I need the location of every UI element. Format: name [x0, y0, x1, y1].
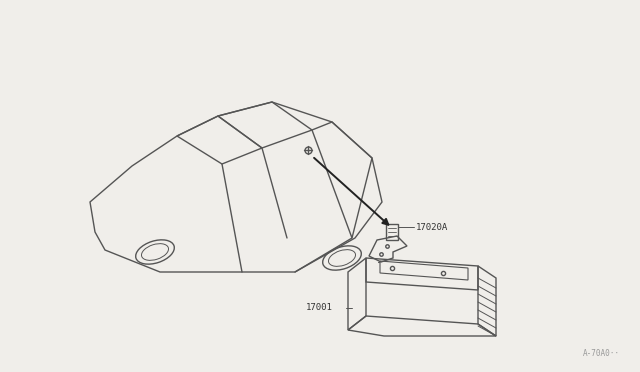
Text: 17020A: 17020A	[416, 222, 448, 231]
Text: A-70A0··: A-70A0··	[583, 349, 620, 358]
Text: 17001: 17001	[306, 304, 333, 312]
